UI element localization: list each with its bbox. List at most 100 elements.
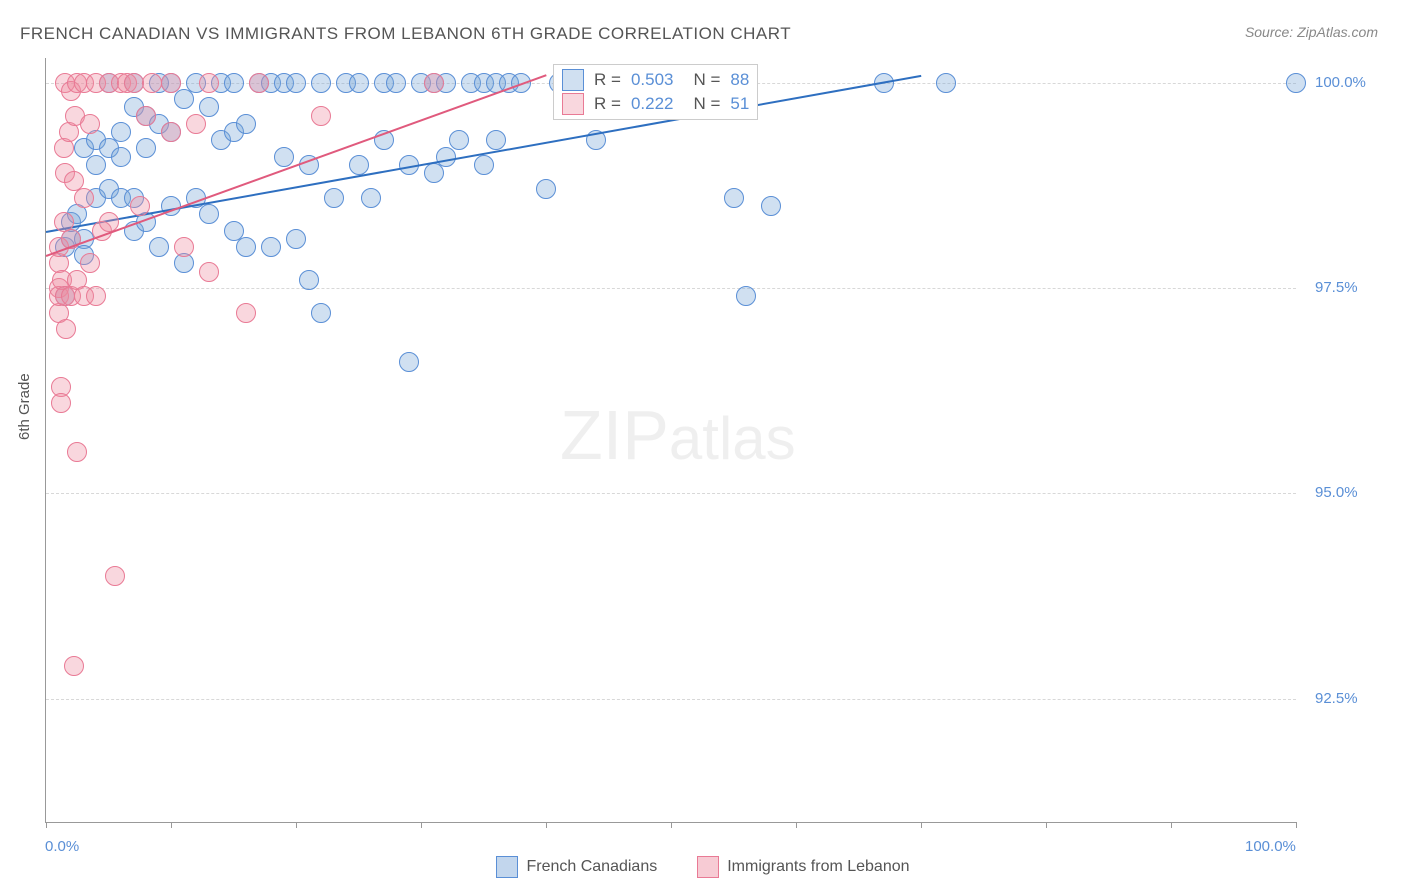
data-point-blue: [111, 122, 131, 142]
data-point-pink: [64, 656, 84, 676]
data-point-blue: [386, 73, 406, 93]
data-point-blue: [174, 89, 194, 109]
data-point-blue: [324, 188, 344, 208]
data-point-pink: [105, 566, 125, 586]
data-point-blue: [536, 179, 556, 199]
scatter-plot-area: [45, 58, 1296, 823]
swatch-blue: [562, 69, 584, 91]
y-axis-label: 6th Grade: [16, 373, 33, 440]
data-point-pink: [311, 106, 331, 126]
x-tick: [546, 822, 547, 828]
data-point-blue: [199, 204, 219, 224]
x-tick: [171, 822, 172, 828]
data-point-pink: [174, 237, 194, 257]
y-tick-label: 100.0%: [1315, 74, 1366, 91]
data-point-blue: [274, 147, 294, 167]
data-point-blue: [436, 147, 456, 167]
data-point-pink: [161, 122, 181, 142]
x-tick-label: 0.0%: [45, 838, 79, 855]
data-point-blue: [736, 286, 756, 306]
legend-item: French Canadians: [496, 856, 657, 878]
x-tick: [296, 822, 297, 828]
data-point-blue: [349, 73, 369, 93]
data-point-pink: [80, 114, 100, 134]
data-point-pink: [161, 73, 181, 93]
data-point-blue: [311, 73, 331, 93]
stats-row-pink: R = 0.222 N = 51: [562, 93, 749, 115]
source-attribution: Source: ZipAtlas.com: [1245, 24, 1378, 40]
data-point-pink: [74, 188, 94, 208]
data-point-blue: [111, 147, 131, 167]
x-tick-label: 100.0%: [1245, 838, 1296, 855]
x-tick: [671, 822, 672, 828]
data-point-blue: [136, 138, 156, 158]
n-label: N =: [693, 94, 720, 114]
legend-label: French Canadians: [526, 858, 657, 876]
legend: French Canadians Immigrants from Lebanon: [0, 856, 1406, 878]
legend-item: Immigrants from Lebanon: [697, 856, 909, 878]
data-point-blue: [474, 155, 494, 175]
data-point-blue: [311, 303, 331, 323]
r-label: R =: [594, 94, 621, 114]
n-value: 88: [730, 70, 749, 90]
data-point-blue: [224, 73, 244, 93]
x-tick: [1046, 822, 1047, 828]
x-tick: [46, 822, 47, 828]
r-value: 0.503: [631, 70, 674, 90]
data-point-pink: [199, 262, 219, 282]
r-label: R =: [594, 70, 621, 90]
data-point-pink: [80, 253, 100, 273]
data-point-blue: [361, 188, 381, 208]
swatch-pink: [562, 93, 584, 115]
grid-line: [46, 699, 1296, 700]
data-point-blue: [761, 196, 781, 216]
data-point-blue: [299, 270, 319, 290]
grid-line: [46, 493, 1296, 494]
data-point-blue: [149, 237, 169, 257]
data-point-blue: [486, 130, 506, 150]
data-point-pink: [249, 73, 269, 93]
legend-swatch: [496, 856, 518, 878]
data-point-blue: [236, 114, 256, 134]
data-point-pink: [56, 319, 76, 339]
chart-title: FRENCH CANADIAN VS IMMIGRANTS FROM LEBAN…: [20, 24, 791, 44]
legend-label: Immigrants from Lebanon: [727, 858, 909, 876]
r-value: 0.222: [631, 94, 674, 114]
n-label: N =: [693, 70, 720, 90]
data-point-blue: [86, 155, 106, 175]
data-point-blue: [724, 188, 744, 208]
x-tick: [421, 822, 422, 828]
data-point-pink: [51, 393, 71, 413]
data-point-pink: [67, 442, 87, 462]
data-point-pink: [186, 114, 206, 134]
y-tick-label: 95.0%: [1315, 484, 1358, 501]
data-point-pink: [86, 286, 106, 306]
data-point-pink: [136, 106, 156, 126]
data-point-blue: [936, 73, 956, 93]
y-tick-label: 97.5%: [1315, 279, 1358, 296]
data-point-pink: [199, 73, 219, 93]
legend-swatch: [697, 856, 719, 878]
data-point-pink: [142, 73, 162, 93]
data-point-blue: [199, 97, 219, 117]
data-point-blue: [349, 155, 369, 175]
data-point-blue: [424, 163, 444, 183]
n-value: 51: [730, 94, 749, 114]
data-point-blue: [399, 352, 419, 372]
x-tick: [1171, 822, 1172, 828]
data-point-pink: [424, 73, 444, 93]
x-tick: [921, 822, 922, 828]
data-point-blue: [286, 73, 306, 93]
stats-row-blue: R = 0.503 N = 88: [562, 69, 749, 91]
x-tick: [796, 822, 797, 828]
data-point-blue: [449, 130, 469, 150]
data-point-blue: [1286, 73, 1306, 93]
data-point-pink: [124, 73, 144, 93]
data-point-blue: [236, 237, 256, 257]
correlation-stats-box: R = 0.503 N = 88 R = 0.222 N = 51: [553, 64, 758, 120]
data-point-pink: [236, 303, 256, 323]
data-point-blue: [261, 237, 281, 257]
data-point-blue: [286, 229, 306, 249]
grid-line: [46, 288, 1296, 289]
y-tick-label: 92.5%: [1315, 690, 1358, 707]
